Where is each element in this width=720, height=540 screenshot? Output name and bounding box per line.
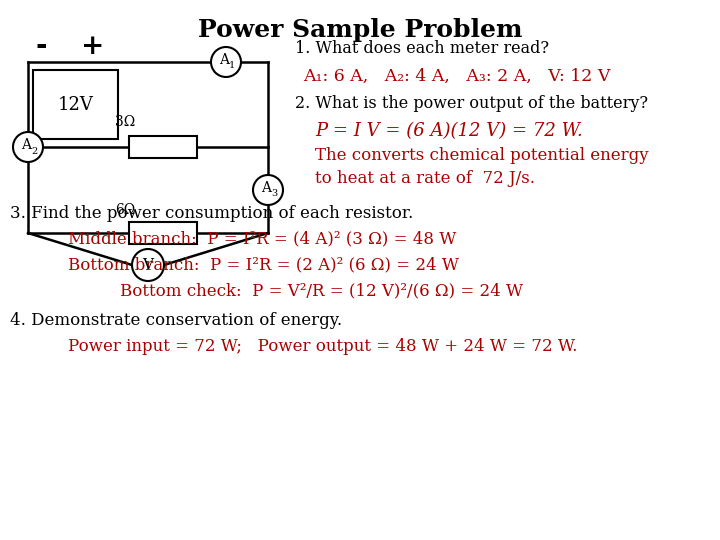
Text: 4. Demonstrate conservation of energy.: 4. Demonstrate conservation of energy.: [10, 312, 342, 329]
Text: 3: 3: [271, 190, 277, 199]
Text: A: A: [219, 53, 229, 67]
Text: -: -: [35, 32, 47, 59]
Text: 6Ω: 6Ω: [115, 203, 135, 217]
Text: Power Sample Problem: Power Sample Problem: [198, 18, 522, 42]
Text: +: +: [81, 32, 104, 59]
Circle shape: [132, 249, 164, 281]
Circle shape: [13, 132, 43, 162]
Text: A: A: [261, 181, 271, 195]
Text: Bottom check:  P = V²/R = (12 V)²/(6 Ω) = 24 W: Bottom check: P = V²/R = (12 V)²/(6 Ω) =…: [120, 282, 523, 299]
Bar: [129, 136, 197, 158]
Text: A₁: 6 A,   A₂: 4 A,   A₃: 2 A,   V: 12 V: A₁: 6 A, A₂: 4 A, A₃: 2 A, V: 12 V: [303, 68, 611, 85]
Text: Middle branch:  P = I²R = (4 A)² (3 Ω) = 48 W: Middle branch: P = I²R = (4 A)² (3 Ω) = …: [68, 230, 456, 247]
Text: 3Ω: 3Ω: [115, 115, 135, 129]
Circle shape: [253, 175, 283, 205]
Text: to heat at a rate of  72 J/s.: to heat at a rate of 72 J/s.: [315, 170, 535, 187]
Text: Power input = 72 W;   Power output = 48 W + 24 W = 72 W.: Power input = 72 W; Power output = 48 W …: [68, 338, 577, 355]
Bar: [33, 70, 118, 139]
Bar: [129, 222, 197, 244]
Text: Bottom branch:  P = I²R = (2 A)² (6 Ω) = 24 W: Bottom branch: P = I²R = (2 A)² (6 Ω) = …: [68, 256, 459, 273]
Circle shape: [211, 47, 241, 77]
Text: 2. What is the power output of the battery?: 2. What is the power output of the batte…: [295, 95, 648, 112]
Text: 3. Find the power consumption of each resistor.: 3. Find the power consumption of each re…: [10, 205, 413, 222]
Text: 1. What does each meter read?: 1. What does each meter read?: [295, 40, 549, 57]
Text: 1: 1: [229, 62, 235, 71]
Text: 2: 2: [31, 146, 37, 156]
Text: The converts chemical potential energy: The converts chemical potential energy: [315, 147, 649, 164]
Text: P = I V = (6 A)(12 V) = 72 W.: P = I V = (6 A)(12 V) = 72 W.: [315, 122, 582, 140]
Text: 12V: 12V: [58, 96, 94, 113]
Text: A: A: [21, 138, 31, 152]
Text: V: V: [143, 258, 153, 272]
